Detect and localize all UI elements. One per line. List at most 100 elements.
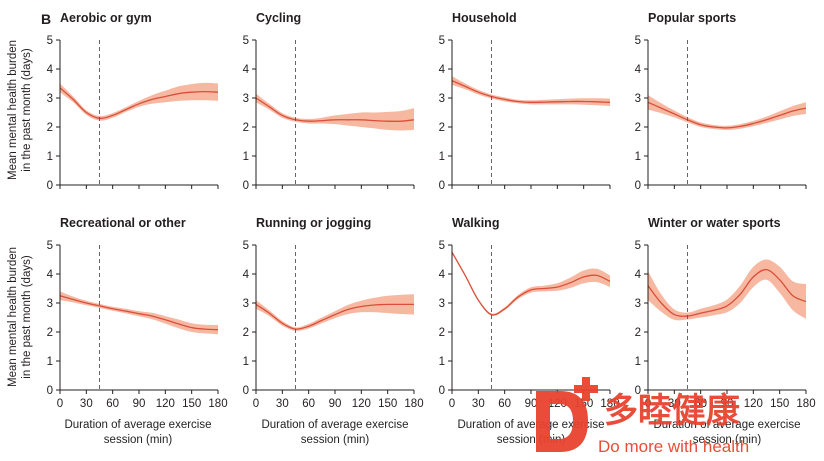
panels-group: Aerobic or gym 0 1 2 3 4 5 Cycling 0 1 2 3 4 5 Househo…: [47, 11, 816, 410]
y-tick-label: 3: [243, 93, 249, 105]
x-tick-label: 60: [302, 398, 315, 410]
y-tick-label: 0: [47, 385, 53, 397]
xlabel-line1: Duration of average exercise: [64, 419, 211, 431]
y-tick-label: 5: [439, 240, 445, 252]
y-tick-label: 2: [47, 327, 53, 339]
y-tick-label: 2: [439, 327, 445, 339]
y-tick-label: 1: [47, 356, 53, 368]
x-tick-label: 150: [378, 398, 397, 410]
x-axis-label-col1: Duration of average exercise session (mi…: [64, 419, 211, 446]
chart-panel: Walking0123450306090120150180: [439, 216, 620, 410]
y-tick-label: 5: [243, 240, 249, 252]
y-tick-label: 4: [635, 269, 642, 281]
x-tick-label: 120: [156, 398, 175, 410]
y-tick-label: 4: [47, 64, 54, 76]
series-line: [451, 80, 611, 103]
x-tick-label: 120: [744, 398, 763, 410]
y-tick-label: 5: [47, 240, 53, 252]
y-tick-label: 1: [47, 151, 53, 163]
y-tick-label: 3: [635, 298, 641, 310]
y-tick-label: 2: [439, 122, 445, 134]
x-tick-label: 60: [694, 398, 707, 410]
ylabel-line2: in the past month (days): [21, 48, 33, 172]
y-tick-label: 0: [47, 180, 53, 192]
chart-panel: Popular sports 0 1 2 3 4 5: [635, 11, 807, 192]
x-tick-label: 60: [498, 398, 511, 410]
y-tick-label: 3: [635, 93, 641, 105]
x-tick-label: 180: [600, 398, 619, 410]
confidence-band: [256, 294, 414, 331]
y-tick-label: 1: [439, 356, 445, 368]
watermark-d-shape: [536, 391, 588, 452]
xlabel-line1: Duration of average exercise: [261, 419, 408, 431]
y-tick-label: 3: [47, 298, 53, 310]
y-tick-label: 5: [635, 35, 641, 47]
panel-letter: B: [41, 11, 51, 27]
x-tick-label: 120: [352, 398, 371, 410]
y-tick-label: 4: [439, 269, 446, 281]
y-tick-label: 0: [439, 385, 445, 397]
x-axis-label-col4: Duration of average exercise session (mi…: [653, 419, 800, 446]
y-tick-label: 0: [635, 180, 641, 192]
y-tick-label: 1: [439, 151, 445, 163]
confidence-band: [256, 93, 414, 131]
chart-panel: Household 0 1 2 3 4 5: [439, 11, 611, 192]
confidence-band: [60, 82, 218, 121]
y-tick-label: 4: [243, 269, 250, 281]
x-tick-label: 90: [329, 398, 342, 410]
x-tick-label: 150: [770, 398, 789, 410]
x-tick-label: 90: [721, 398, 734, 410]
chart-title: Walking: [452, 216, 499, 230]
ylabel-line2: in the past month (days): [21, 255, 33, 379]
x-tick-label: 30: [276, 398, 289, 410]
y-axis-label-bottom: Mean mental health burden in the past mo…: [7, 247, 33, 387]
y-tick-label: 0: [243, 385, 249, 397]
xlabel-line1: Duration of average exercise: [653, 419, 800, 431]
confidence-band: [452, 251, 610, 317]
x-tick-label: 180: [796, 398, 815, 410]
series-line: [59, 295, 219, 331]
confidence-band: [452, 76, 610, 107]
chart-panel: Cycling 0 1 2 3 4 5: [243, 11, 415, 192]
x-axis-label-col2: Duration of average exercise session (mi…: [261, 419, 408, 446]
xlabel-line2: session (min): [301, 434, 370, 446]
x-tick-label: 180: [208, 398, 227, 410]
x-tick-label: 60: [106, 398, 119, 410]
ylabel-line1: Mean mental health burden: [7, 40, 19, 180]
x-tick-label: 0: [253, 398, 259, 410]
chart-title: Recreational or other: [60, 216, 186, 230]
series-line: [647, 268, 807, 317]
y-tick-label: 5: [439, 35, 445, 47]
watermark-en-text: Do more with health: [598, 437, 749, 456]
y-tick-label: 5: [635, 240, 641, 252]
x-tick-label: 0: [645, 398, 651, 410]
watermark-plus-shape: [574, 377, 598, 401]
series-line: [647, 101, 807, 129]
chart-title: Popular sports: [648, 11, 736, 25]
chart-title: Winter or water sports: [648, 216, 781, 230]
chart-panel: Aerobic or gym 0 1 2 3 4 5: [47, 11, 219, 192]
chart-title: Cycling: [256, 11, 301, 25]
x-tick-label: 90: [525, 398, 538, 410]
chart-panel: Recreational or other 0 1 2 3 4 5 0 30 60 90 120 150…: [47, 216, 228, 410]
y-tick-label: 2: [243, 122, 249, 134]
chart-title: Aerobic or gym: [60, 11, 152, 25]
y-tick-label: 5: [47, 35, 53, 47]
y-tick-label: 2: [243, 327, 249, 339]
y-tick-label: 4: [243, 64, 250, 76]
y-tick-label: 4: [635, 64, 642, 76]
watermark-cn-text: 多睦健康: [604, 391, 740, 431]
y-tick-label: 2: [635, 122, 641, 134]
y-tick-label: 3: [47, 93, 53, 105]
y-axis-label-top: Mean mental health burden in the past mo…: [7, 40, 33, 180]
chart-title: Household: [452, 11, 517, 25]
series-line: [59, 87, 219, 120]
chart-title: Running or jogging: [256, 216, 371, 230]
xlabel-line2: session (min): [693, 434, 762, 446]
y-tick-label: 5: [243, 35, 249, 47]
watermark-logo: 多睦健康 Do more with health: [536, 377, 749, 456]
xlabel-line1: Duration of average exercise: [457, 419, 604, 431]
x-tick-label: 30: [668, 398, 681, 410]
y-tick-label: 3: [439, 93, 445, 105]
